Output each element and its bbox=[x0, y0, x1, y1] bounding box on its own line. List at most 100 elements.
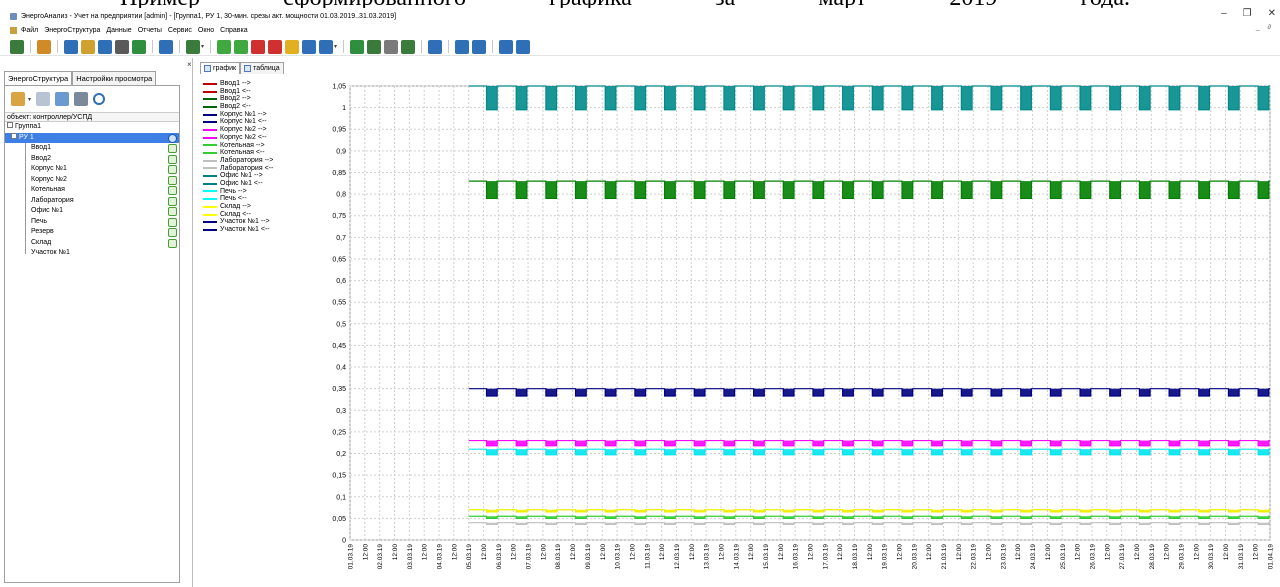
list-icon[interactable] bbox=[64, 39, 78, 54]
structure-icon[interactable] bbox=[37, 39, 51, 54]
zoom-icon[interactable] bbox=[401, 39, 416, 54]
area-chart-icon[interactable] bbox=[302, 39, 317, 54]
menu-service[interactable]: Сервис bbox=[167, 26, 192, 34]
legend-entry[interactable]: Ввод2 --> bbox=[203, 95, 318, 103]
series-dip-block bbox=[1198, 181, 1210, 199]
tree-node-ru[interactable]: РУ 1 bbox=[5, 132, 179, 143]
menu-reports[interactable]: Отчеты bbox=[137, 26, 162, 34]
print-icon[interactable] bbox=[115, 39, 129, 54]
chevron-down-icon[interactable]: ▾ bbox=[28, 96, 32, 103]
series-dip-block bbox=[605, 86, 616, 110]
menu-data[interactable]: Данные bbox=[106, 26, 132, 34]
window-icon[interactable] bbox=[428, 39, 443, 54]
series-dip-block bbox=[486, 388, 498, 397]
minimize-button[interactable]: – bbox=[1221, 8, 1227, 19]
menu-energy-structure[interactable]: ЭнергоСтруктура bbox=[44, 26, 101, 34]
tree-node-item[interactable]: Участок №1 bbox=[5, 248, 179, 259]
collapse-icon[interactable] bbox=[7, 122, 13, 129]
layout-2-icon[interactable] bbox=[516, 39, 531, 54]
legend-entry[interactable]: Ввод1 <-- bbox=[203, 88, 318, 96]
series-dip-block bbox=[931, 449, 943, 455]
tree-node-item[interactable]: Склад bbox=[5, 238, 179, 249]
search-icon[interactable] bbox=[93, 93, 106, 105]
layout-1-icon[interactable] bbox=[499, 39, 514, 54]
tree-node-item[interactable]: Корпус №1 bbox=[5, 164, 179, 175]
x-tick-label: 12:00 bbox=[778, 544, 785, 561]
bar-chart-icon[interactable] bbox=[217, 39, 232, 54]
tab-table[interactable]: таблица bbox=[240, 62, 284, 74]
copy-node-icon[interactable] bbox=[74, 92, 89, 106]
tab-energy-structure[interactable]: ЭнергоСтруктура bbox=[4, 71, 73, 85]
tree-node-item[interactable]: Ввод1 bbox=[5, 143, 179, 154]
legend-entry[interactable]: Офис №1 --> bbox=[203, 172, 318, 180]
legend-entry[interactable]: Ввод1 --> bbox=[203, 80, 318, 88]
mdi-window-controls[interactable]: _ ∂ bbox=[1255, 24, 1274, 31]
legend-entry[interactable]: Котельная --> bbox=[203, 142, 318, 150]
chart-type-icon[interactable] bbox=[186, 39, 200, 54]
legend-entry[interactable]: Лаборатория --> bbox=[203, 157, 318, 165]
legend-swatch bbox=[203, 228, 217, 231]
legend-entry[interactable]: Корпус №2 --> bbox=[203, 126, 318, 134]
x-tick-label: 12:00 bbox=[1075, 544, 1082, 561]
y-tick-label: 0,45 bbox=[332, 343, 346, 350]
y-tick-label: 0,25 bbox=[332, 429, 346, 436]
tab-view-settings[interactable]: Настройки просмотра bbox=[72, 71, 157, 85]
series-dip-block bbox=[575, 449, 587, 455]
step-chart-icon[interactable] bbox=[251, 39, 266, 54]
delete-node-icon[interactable] bbox=[36, 92, 51, 106]
step-chart-2-icon[interactable] bbox=[268, 39, 283, 54]
legend-entry[interactable]: Корпус №1 <-- bbox=[203, 118, 318, 126]
tree-node-item[interactable]: Корпус №2 bbox=[5, 175, 179, 186]
close-button[interactable]: ✕ bbox=[1267, 8, 1276, 19]
collapse-icon[interactable] bbox=[11, 132, 17, 139]
tree-node-item[interactable]: Офис №1 bbox=[5, 206, 179, 217]
bar-chart-2-icon[interactable] bbox=[234, 39, 249, 54]
menu-window[interactable]: Окно bbox=[197, 26, 215, 34]
series-dip-block bbox=[1228, 522, 1240, 525]
legend-entry[interactable]: Участок №1 <-- bbox=[203, 226, 318, 234]
chevron-down-icon[interactable]: ▾ bbox=[201, 44, 205, 50]
series-dip-block bbox=[694, 440, 705, 446]
legend-entry[interactable]: Корпус №2 <-- bbox=[203, 134, 318, 142]
structure-tree: Группа1 РУ 1 Ввод1 Ввод2 Корпус №1 Корпус №… bbox=[5, 122, 179, 259]
add-node-icon[interactable] bbox=[11, 92, 25, 106]
legend-entry[interactable]: Корпус №1 --> bbox=[203, 111, 318, 119]
menu-file[interactable]: Файл bbox=[21, 26, 39, 34]
save-icon[interactable] bbox=[98, 39, 112, 54]
refresh-icon[interactable] bbox=[159, 39, 173, 54]
series-dip-block bbox=[961, 522, 973, 525]
menu-help[interactable]: Справка bbox=[220, 26, 248, 34]
legend-entry[interactable]: Печь <-- bbox=[203, 195, 318, 203]
tree-node-item[interactable]: Лаборатория bbox=[5, 196, 179, 207]
tile-horizontal-icon[interactable] bbox=[472, 39, 487, 54]
tile-vertical-icon[interactable] bbox=[455, 39, 470, 54]
table-chart-icon[interactable] bbox=[319, 39, 334, 54]
legend-entry[interactable]: Печь --> bbox=[203, 188, 318, 196]
tree-node-item[interactable]: Ввод2 bbox=[5, 154, 179, 165]
calc-icon[interactable] bbox=[367, 39, 382, 54]
legend-entry[interactable]: Участок №1 --> bbox=[203, 218, 318, 226]
copy-icon[interactable] bbox=[81, 39, 95, 54]
legend-entry[interactable]: Офис №1 <-- bbox=[203, 180, 318, 188]
maximize-button[interactable]: ❐ bbox=[1242, 8, 1252, 19]
legend-entry[interactable]: Котельная <-- bbox=[203, 149, 318, 157]
node-icon[interactable] bbox=[10, 39, 24, 54]
legend-entry[interactable]: Склад <-- bbox=[203, 211, 318, 219]
tree-node-group[interactable]: Группа1 bbox=[5, 122, 179, 133]
tree-node-item[interactable]: Резерв bbox=[5, 227, 179, 238]
legend-entry[interactable]: Ввод2 <-- bbox=[203, 103, 318, 111]
series-dip-block bbox=[1020, 509, 1032, 512]
edit-icon[interactable] bbox=[384, 39, 399, 54]
play-icon[interactable] bbox=[350, 39, 365, 54]
properties-icon[interactable] bbox=[55, 92, 70, 106]
tab-chart[interactable]: график bbox=[200, 62, 241, 74]
column-chart-icon[interactable] bbox=[285, 39, 300, 54]
tree-node-item[interactable]: Печь bbox=[5, 217, 179, 228]
close-panel-icon[interactable]: × bbox=[187, 60, 192, 69]
excel-icon[interactable] bbox=[132, 39, 146, 54]
x-tick-label: 12:00 bbox=[1253, 544, 1260, 561]
legend-entry[interactable]: Склад --> bbox=[203, 203, 318, 211]
chevron-down-icon[interactable]: ▾ bbox=[334, 44, 338, 50]
legend-entry[interactable]: Лаборатория <-- bbox=[203, 165, 318, 173]
tree-node-item[interactable]: Котельная bbox=[5, 185, 179, 196]
